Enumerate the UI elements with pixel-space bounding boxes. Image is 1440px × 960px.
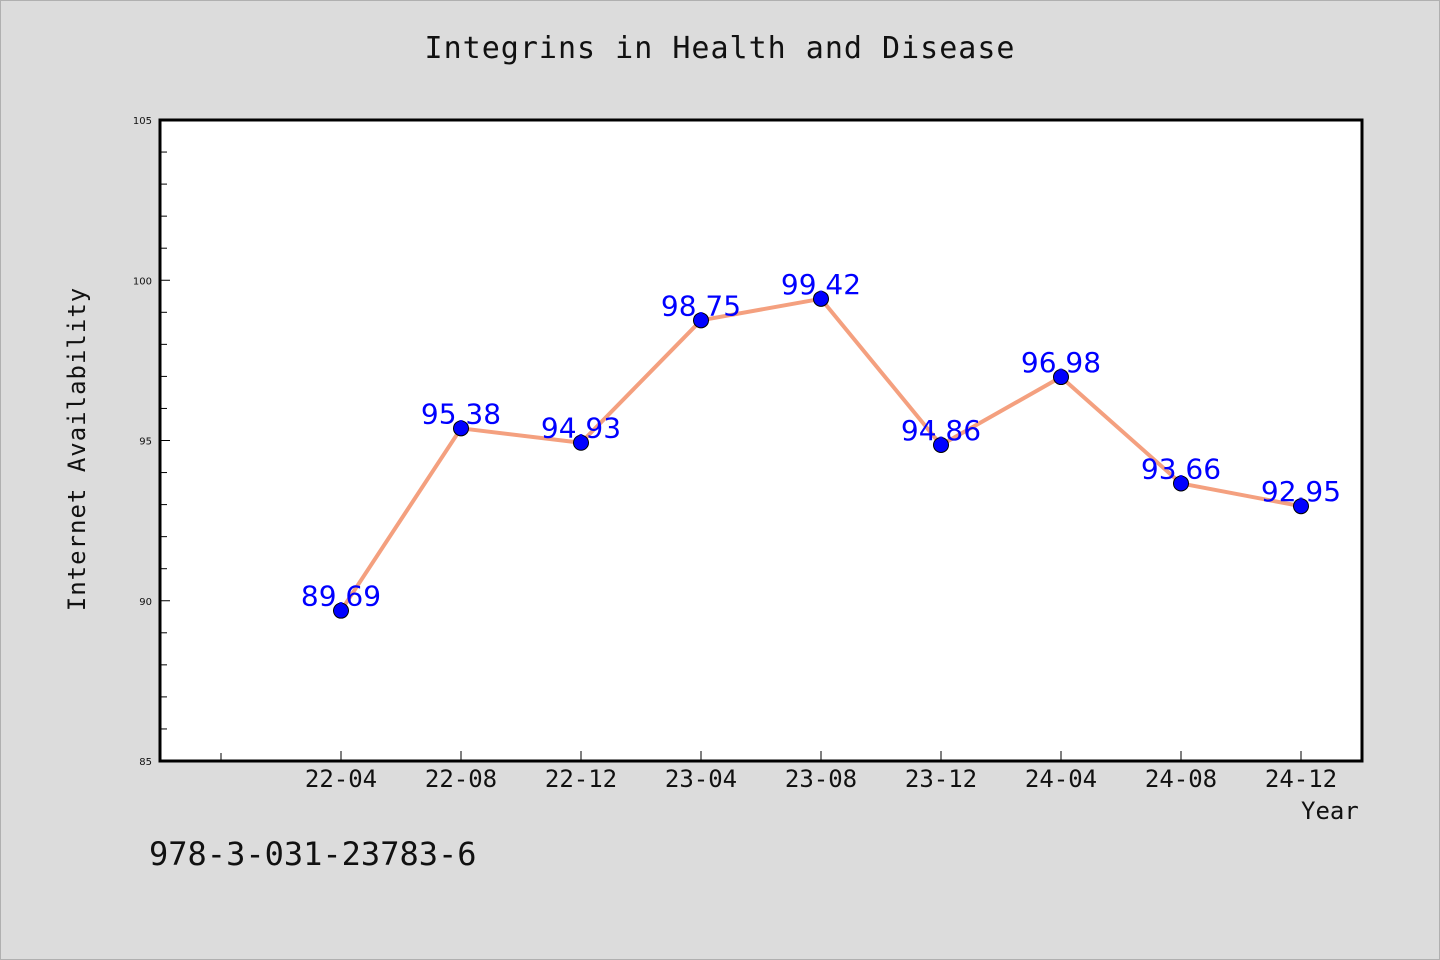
- plot-area: [158, 118, 1364, 763]
- y-tick-label: 85: [139, 757, 152, 768]
- x-tick-label: 23-12: [905, 765, 977, 793]
- data-point: [693, 312, 709, 329]
- data-point: [573, 434, 589, 451]
- x-tick-label: 22-04: [305, 765, 377, 793]
- data-label: 92.95: [1261, 475, 1341, 508]
- data-point: [813, 290, 829, 307]
- x-tick-label: 23-08: [785, 765, 857, 793]
- data-point: [933, 436, 949, 453]
- x-tick-label: 22-08: [425, 765, 497, 793]
- data-label: 89.69: [301, 580, 381, 613]
- data-point: [453, 420, 469, 437]
- y-tick-label: 105: [133, 116, 152, 127]
- data-point: [1293, 498, 1309, 515]
- data-label: 95.38: [421, 397, 501, 430]
- x-tick-label: 22-12: [545, 765, 617, 793]
- data-label: 99.42: [781, 268, 861, 301]
- y-tick-label: 90: [139, 597, 152, 608]
- data-label: 94.93: [541, 412, 621, 445]
- chart-title: Integrins in Health and Disease: [424, 31, 1016, 66]
- y-tick-label: 100: [133, 276, 152, 287]
- data-label: 94.86: [901, 414, 981, 447]
- data-point: [333, 602, 349, 619]
- x-tick-label: 23-04: [665, 765, 737, 793]
- data-point: [1173, 475, 1189, 492]
- x-tick-label: 24-04: [1025, 765, 1097, 793]
- data-label: 96.98: [1021, 346, 1101, 379]
- data-label: 93.66: [1141, 452, 1221, 485]
- data-label: 98.75: [661, 289, 741, 322]
- isbn-text: 978-3-031-23783-6: [149, 835, 477, 873]
- y-tick-label: 95: [139, 437, 152, 448]
- x-tick-label: 24-12: [1265, 765, 1337, 793]
- data-point: [1053, 369, 1069, 386]
- x-axis-label: Year: [1301, 797, 1359, 825]
- x-tick-label: 24-08: [1145, 765, 1217, 793]
